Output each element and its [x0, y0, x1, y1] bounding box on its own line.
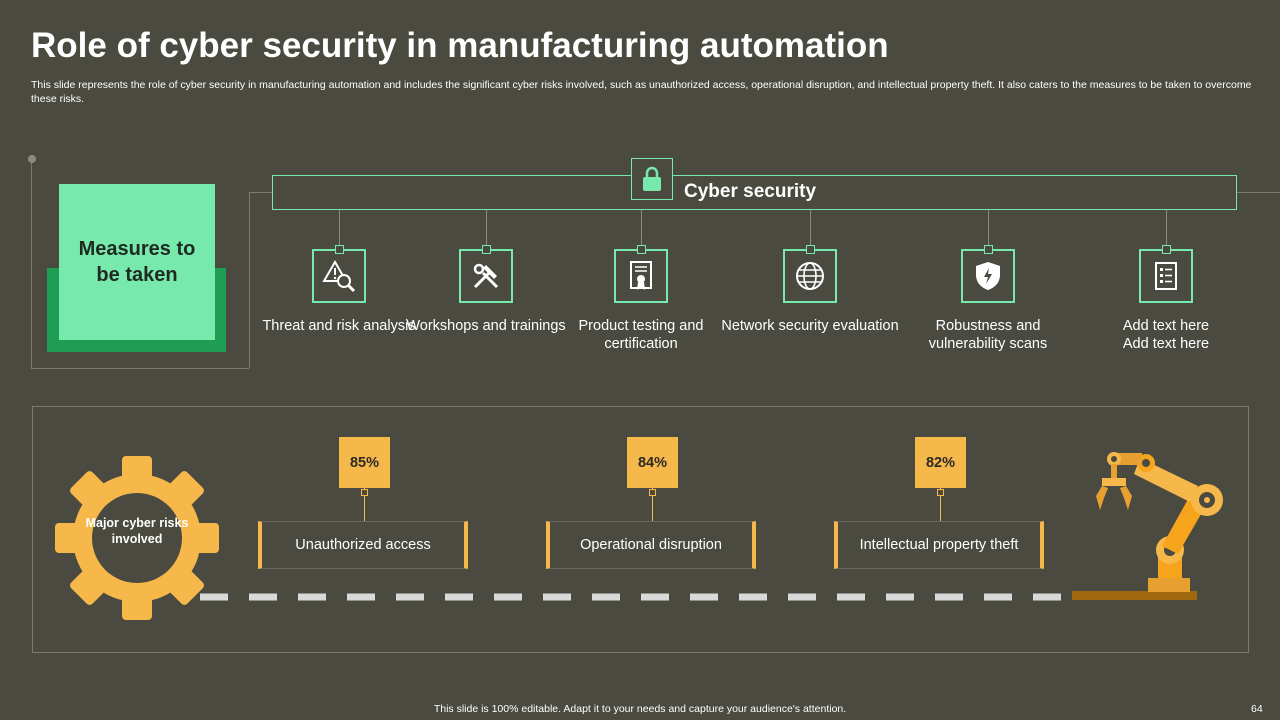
- certificate-icon: [630, 261, 652, 290]
- measure-label: Threat and risk analysis: [262, 318, 416, 334]
- connector-line: [810, 210, 811, 250]
- risks-panel: [32, 406, 1249, 653]
- measure-label: Workshops and trainings: [406, 318, 566, 334]
- connector-node: [984, 245, 993, 254]
- footer-note: This slide is 100% editable. Adapt it to…: [433, 703, 847, 715]
- risk-label: Operational disruption: [580, 537, 722, 553]
- measure-label: Network security evaluation: [721, 318, 899, 334]
- connector-node: [937, 489, 944, 496]
- connector-line: [641, 210, 642, 250]
- connector-line: [364, 488, 365, 522]
- connector-node: [637, 245, 646, 254]
- gear-icon: [55, 456, 219, 620]
- measure-label: Robustness and vulnerability scans: [928, 318, 1048, 352]
- threat-analysis-icon: [322, 260, 356, 293]
- frame-dot: [28, 155, 36, 163]
- risk-percent-badge: 82%: [915, 437, 966, 488]
- cyber-security-bar: [272, 175, 1237, 210]
- risk-percent-badge: 85%: [339, 437, 390, 488]
- risk-label: Unauthorized access: [295, 537, 431, 553]
- connector-node: [335, 245, 344, 254]
- risk-label: Intellectual property theft: [859, 537, 1019, 553]
- tools-icon: [473, 263, 499, 289]
- connector-line: [1166, 210, 1167, 250]
- measure-label: Add text here Add text here: [1122, 318, 1210, 352]
- shield-icon: [976, 262, 1000, 290]
- connector-node: [1162, 245, 1171, 254]
- measures-label: Measures to be taken: [78, 238, 196, 286]
- connector-line: [652, 488, 653, 522]
- slide-subtitle: This slide represents the role of cyber …: [31, 79, 1252, 105]
- connector-node: [649, 489, 656, 496]
- connector-line: [486, 210, 487, 250]
- measure-icon-box: [459, 249, 513, 303]
- measure-icon-box: [1139, 249, 1193, 303]
- connector-node: [806, 245, 815, 254]
- measure-icon-box: [961, 249, 1015, 303]
- connector-line: [1237, 192, 1280, 193]
- measure-icon-box: [614, 249, 668, 303]
- connector-node: [482, 245, 491, 254]
- measures-connector: [249, 192, 273, 368]
- measure-icon-box: [783, 249, 837, 303]
- measures-box: Measures to be taken: [59, 184, 215, 340]
- robotic-arm-icon: [1072, 452, 1223, 600]
- measures-frame: [31, 158, 249, 369]
- measure-icon-box: [312, 249, 366, 303]
- globe-network-icon: [796, 262, 824, 290]
- measure-label: Product testing and certification: [578, 318, 704, 352]
- dashed-track: [200, 593, 1065, 601]
- risks-label: Major cyber risks involved: [85, 516, 189, 546]
- connector-node: [361, 489, 368, 496]
- cyber-security-label: Cyber security: [684, 181, 817, 202]
- lock-icon: [643, 166, 661, 191]
- checklist-icon: [1155, 262, 1177, 290]
- lock-icon-box: [631, 158, 673, 200]
- slide-title: Role of cyber security in manufacturing …: [31, 26, 889, 65]
- risk-box: Unauthorized access: [258, 521, 468, 569]
- risk-percent-badge: 84%: [627, 437, 678, 488]
- risk-box: Intellectual property theft: [834, 521, 1044, 569]
- connector-line: [940, 488, 941, 522]
- connector-line: [339, 210, 340, 250]
- connector-line: [988, 210, 989, 250]
- risk-box: Operational disruption: [546, 521, 756, 569]
- page-number: 64: [1251, 703, 1263, 715]
